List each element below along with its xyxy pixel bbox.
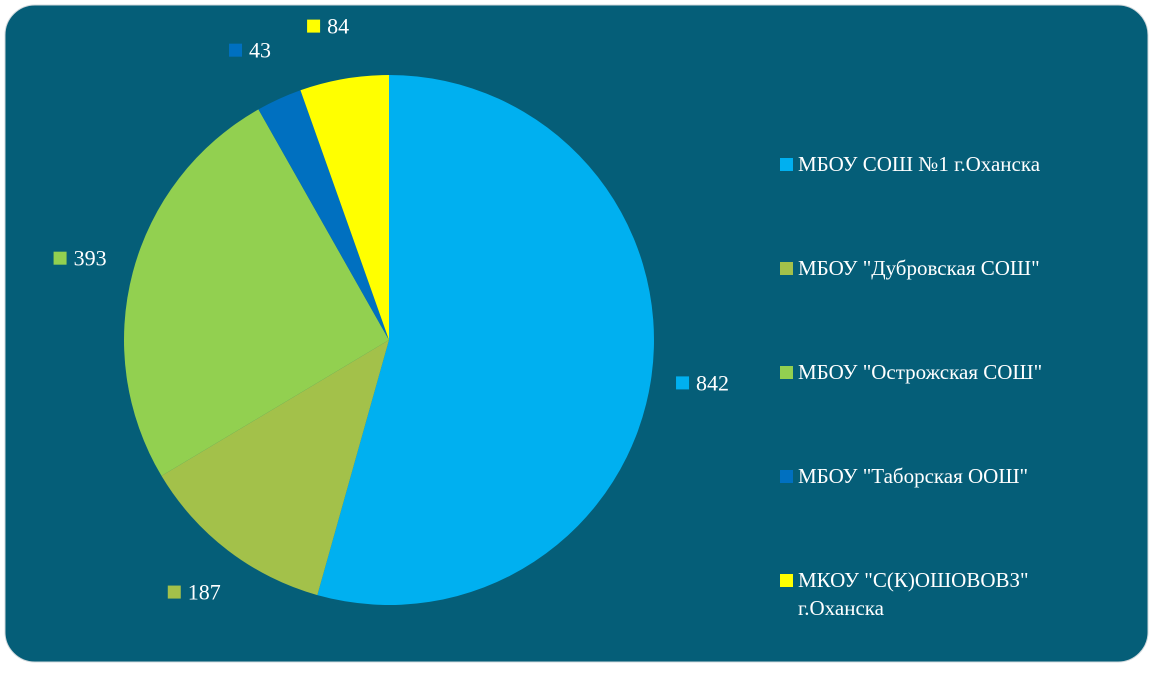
- pie-slice: [124, 109, 390, 476]
- data-label-marker: [229, 43, 243, 57]
- pie-slice: [161, 340, 389, 596]
- data-label-marker: [167, 585, 181, 599]
- data-label: 43: [249, 38, 271, 63]
- pie-slice: [258, 90, 389, 341]
- data-label: 84: [327, 14, 349, 39]
- data-label-marker: [53, 251, 67, 265]
- data-label-marker: [676, 376, 690, 390]
- data-label: 187: [188, 580, 221, 605]
- pie-slice: [317, 75, 654, 605]
- data-label: 393: [74, 246, 107, 271]
- data-label: 842: [696, 370, 729, 395]
- pie-slice: [300, 75, 389, 340]
- data-label-marker: [307, 19, 321, 33]
